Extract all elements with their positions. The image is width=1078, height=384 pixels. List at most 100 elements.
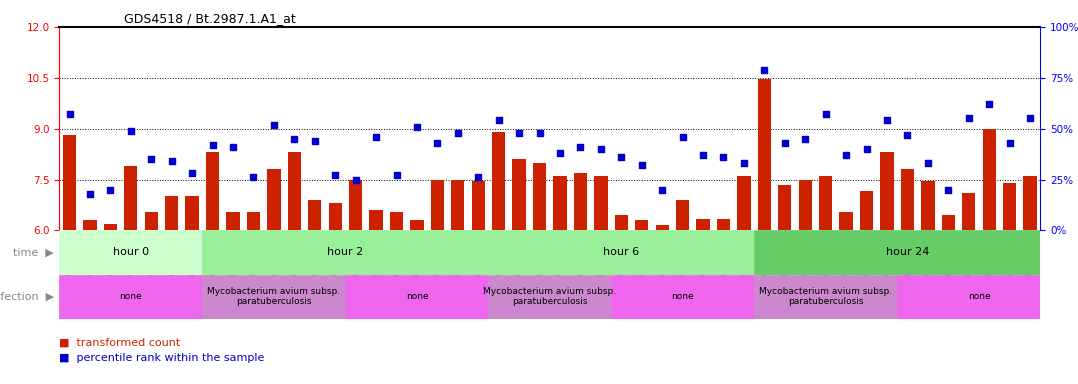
Point — [838, 152, 855, 158]
Point — [450, 130, 467, 136]
Point — [1001, 140, 1019, 146]
Point — [122, 127, 139, 134]
Point — [409, 124, 426, 130]
Bar — [717, 218, 730, 230]
Bar — [83, 220, 97, 230]
Bar — [881, 152, 894, 230]
Text: Mycobacterium avium subsp.
paratuberculosis: Mycobacterium avium subsp. paratuberculo… — [759, 287, 893, 306]
Point — [470, 174, 487, 180]
Point — [490, 118, 508, 124]
Bar — [308, 200, 321, 230]
Point — [551, 150, 568, 156]
Point — [694, 152, 711, 158]
Point — [511, 130, 528, 136]
Point — [797, 136, 814, 142]
Bar — [390, 212, 403, 230]
Point — [612, 154, 630, 160]
Bar — [635, 220, 648, 230]
Bar — [778, 185, 791, 230]
Point — [183, 170, 201, 177]
Bar — [573, 173, 588, 230]
Point — [245, 174, 262, 180]
Bar — [185, 197, 198, 230]
Bar — [614, 215, 628, 230]
Bar — [103, 223, 118, 230]
Bar — [59, 275, 203, 319]
Bar — [349, 180, 362, 230]
Text: hour 6: hour 6 — [604, 247, 639, 258]
Point — [653, 187, 671, 193]
Bar — [942, 215, 955, 230]
Bar — [144, 212, 157, 230]
Text: none: none — [672, 292, 694, 301]
Point — [776, 140, 793, 146]
Bar — [799, 180, 812, 230]
Bar — [247, 212, 260, 230]
Bar — [512, 159, 526, 230]
Bar — [901, 169, 914, 230]
Bar — [860, 191, 873, 230]
Text: GDS4518 / Bt.2987.1.A1_at: GDS4518 / Bt.2987.1.A1_at — [124, 12, 295, 25]
Point — [940, 187, 957, 193]
Point — [817, 111, 834, 118]
Bar — [206, 152, 219, 230]
Bar — [345, 275, 488, 319]
Bar — [203, 230, 488, 275]
Bar — [755, 230, 1061, 275]
Point — [920, 160, 937, 166]
Bar — [488, 230, 755, 275]
Text: hour 0: hour 0 — [113, 247, 149, 258]
Text: infection  ▶: infection ▶ — [0, 291, 54, 302]
Point — [633, 162, 650, 168]
Bar — [819, 176, 832, 230]
Bar — [594, 176, 608, 230]
Point — [101, 187, 119, 193]
Point — [368, 134, 385, 140]
Point — [1022, 115, 1039, 121]
Point — [163, 158, 180, 164]
Bar — [288, 152, 301, 230]
Bar — [533, 162, 547, 230]
Bar — [226, 212, 239, 230]
Text: none: none — [405, 292, 428, 301]
Bar — [1023, 176, 1037, 230]
Point — [286, 136, 303, 142]
Point — [60, 111, 78, 118]
Bar — [329, 203, 342, 230]
Bar — [962, 193, 976, 230]
Bar — [553, 176, 567, 230]
Bar — [488, 275, 611, 319]
Bar — [63, 136, 77, 230]
Bar — [124, 166, 138, 230]
Point — [327, 172, 344, 179]
Bar — [431, 180, 444, 230]
Bar — [59, 230, 203, 275]
Point — [81, 191, 98, 197]
Text: none: none — [968, 292, 991, 301]
Bar — [411, 220, 424, 230]
Bar — [1003, 183, 1017, 230]
Text: Mycobacterium avium subsp.
paratuberculosis: Mycobacterium avium subsp. paratuberculo… — [207, 287, 341, 306]
Bar — [737, 176, 750, 230]
Point — [735, 160, 752, 166]
Point — [347, 177, 364, 183]
Bar — [611, 275, 755, 319]
Text: Mycobacterium avium subsp.
paratuberculosis: Mycobacterium avium subsp. paratuberculo… — [483, 287, 617, 306]
Point — [142, 156, 160, 162]
Bar — [452, 180, 465, 230]
Point — [224, 144, 241, 150]
Bar — [492, 132, 506, 230]
Point — [388, 172, 405, 179]
Text: none: none — [120, 292, 142, 301]
Point — [531, 130, 549, 136]
Point — [981, 101, 998, 107]
Bar — [203, 275, 345, 319]
Point — [429, 140, 446, 146]
Bar — [840, 212, 853, 230]
Bar — [922, 181, 935, 230]
Point — [571, 144, 589, 150]
Point — [306, 138, 323, 144]
Text: hour 24: hour 24 — [886, 247, 929, 258]
Text: time  ▶: time ▶ — [13, 247, 54, 258]
Bar — [267, 169, 280, 230]
